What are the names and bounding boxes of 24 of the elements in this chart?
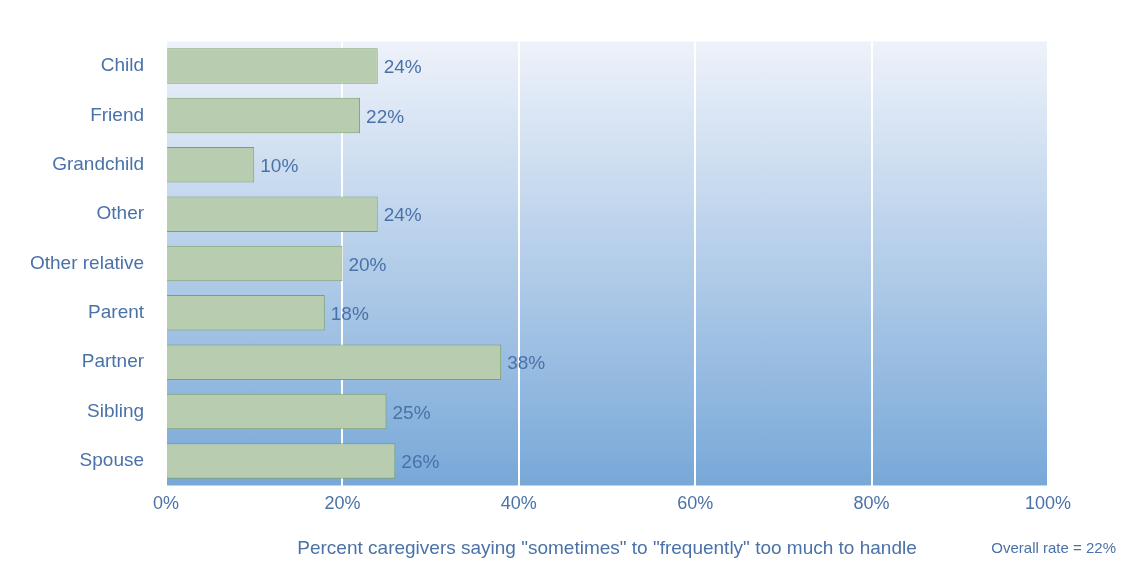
text: Overall rate = 22%	[991, 538, 1116, 556]
x-tick-label: 100%	[1024, 493, 1072, 514]
x-tick-label: 80%	[853, 493, 890, 514]
x-tick-label: 40%	[500, 493, 537, 514]
x-tick-label: 20%	[324, 493, 361, 514]
y-tick-label: Grandchild	[52, 153, 145, 175]
data-label: 10%	[260, 155, 299, 177]
x-tick-label: 0%	[153, 493, 180, 514]
y-tick-label: Partner	[81, 350, 145, 372]
data-label: 25%	[392, 401, 431, 423]
y-tick-label: Sibling	[87, 399, 145, 421]
data-label: 22%	[366, 105, 405, 127]
y-tick-label: Other relative	[30, 251, 145, 273]
y-tick-label: Friend	[90, 103, 145, 125]
x-axis-title: Percent caregivers saying "sometimes" to "frequently" too much to handle	[297, 536, 917, 558]
data-label: 24%	[383, 56, 422, 78]
y-tick-label: Parent	[88, 301, 145, 323]
data-label: 26%	[401, 451, 440, 473]
data-label: 20%	[348, 253, 387, 275]
data-label: 24%	[383, 204, 422, 226]
x-tick-label: 60%	[677, 493, 714, 514]
y-tick-label: Spouse	[79, 449, 145, 471]
y-tick-label: Other	[96, 202, 145, 224]
y-tick-label: Child	[100, 54, 145, 76]
